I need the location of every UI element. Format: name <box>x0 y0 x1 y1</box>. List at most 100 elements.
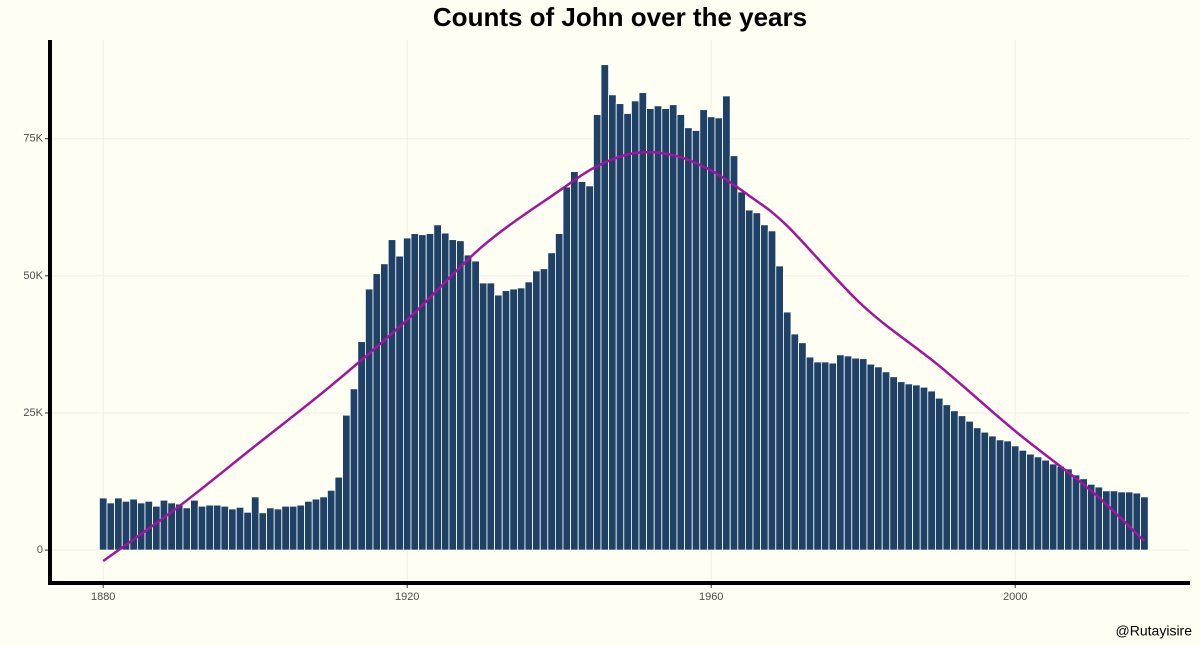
bar <box>212 504 222 551</box>
bar <box>250 496 260 551</box>
bar <box>745 209 754 551</box>
bar <box>562 186 571 551</box>
bar <box>357 341 366 551</box>
bar <box>1041 459 1050 551</box>
bar <box>1056 465 1065 551</box>
bar <box>311 498 321 551</box>
bar <box>608 94 617 551</box>
bar <box>402 237 412 551</box>
bar <box>691 130 701 551</box>
bar <box>942 404 951 551</box>
bar <box>927 390 936 551</box>
bar <box>729 155 739 551</box>
trend-line <box>102 150 1146 563</box>
bar <box>433 224 442 551</box>
bar <box>372 273 381 551</box>
bar <box>547 252 556 551</box>
bar <box>174 503 184 551</box>
bar <box>517 287 526 551</box>
bar <box>714 117 723 551</box>
bar <box>821 361 830 551</box>
bar <box>99 497 108 551</box>
bar <box>904 383 913 551</box>
bar <box>509 288 518 551</box>
bar <box>699 109 708 551</box>
bar <box>243 511 252 551</box>
bar <box>159 499 169 551</box>
bar <box>623 113 632 551</box>
bar <box>182 507 191 551</box>
bar <box>843 355 853 551</box>
bar <box>106 502 115 551</box>
bar <box>425 233 435 551</box>
bar <box>1125 491 1134 551</box>
bar <box>190 499 199 551</box>
bar <box>783 311 792 551</box>
bar <box>524 281 533 551</box>
bar <box>1071 474 1081 551</box>
y-tick-label: 25K <box>23 407 43 419</box>
bar <box>136 502 146 551</box>
bar <box>669 104 678 551</box>
bar <box>737 191 746 551</box>
bar <box>220 505 229 551</box>
bar <box>593 114 602 551</box>
bar <box>273 508 283 551</box>
bar <box>326 489 336 551</box>
bar <box>197 505 207 551</box>
bar <box>1026 453 1035 551</box>
bar <box>152 505 161 551</box>
bar <box>600 64 609 551</box>
bar <box>1003 440 1012 551</box>
x-tick-label: 1920 <box>395 591 419 603</box>
bar <box>228 508 237 551</box>
bar <box>790 333 799 551</box>
marks <box>99 64 1149 563</box>
bar <box>1102 490 1111 551</box>
bar <box>897 381 906 551</box>
bar <box>935 397 944 551</box>
bar <box>1140 496 1149 551</box>
y-tick-label: 75K <box>23 133 43 145</box>
bar <box>889 376 898 551</box>
bar <box>615 103 625 551</box>
bar <box>539 268 549 551</box>
x-tick-label: 1880 <box>91 591 115 603</box>
bar <box>364 288 374 551</box>
bar <box>676 114 685 551</box>
bar <box>296 504 305 551</box>
bar <box>866 363 875 551</box>
bar <box>874 366 883 551</box>
y-tick-label: 50K <box>23 270 43 282</box>
bar <box>501 290 511 551</box>
bar <box>235 506 245 551</box>
bar <box>973 427 982 551</box>
bar <box>957 415 967 551</box>
bar <box>1049 463 1058 551</box>
bar <box>653 105 663 551</box>
bar <box>760 224 769 551</box>
bar <box>585 185 594 551</box>
bar <box>387 239 397 551</box>
bar <box>288 505 298 551</box>
bar <box>912 384 921 551</box>
bar <box>988 435 997 551</box>
bar <box>707 116 716 551</box>
bar <box>1018 449 1027 551</box>
bar <box>919 386 929 551</box>
bar <box>410 233 419 551</box>
bar <box>319 496 328 551</box>
bar <box>266 507 275 551</box>
bar <box>494 294 503 551</box>
bar <box>646 108 655 551</box>
bar <box>570 171 579 551</box>
bar <box>471 260 480 551</box>
bar <box>205 504 214 551</box>
bar <box>486 282 495 551</box>
bar <box>281 505 290 551</box>
bar <box>828 362 837 551</box>
bar <box>722 95 731 551</box>
bar <box>851 357 860 551</box>
bar <box>1033 456 1043 551</box>
